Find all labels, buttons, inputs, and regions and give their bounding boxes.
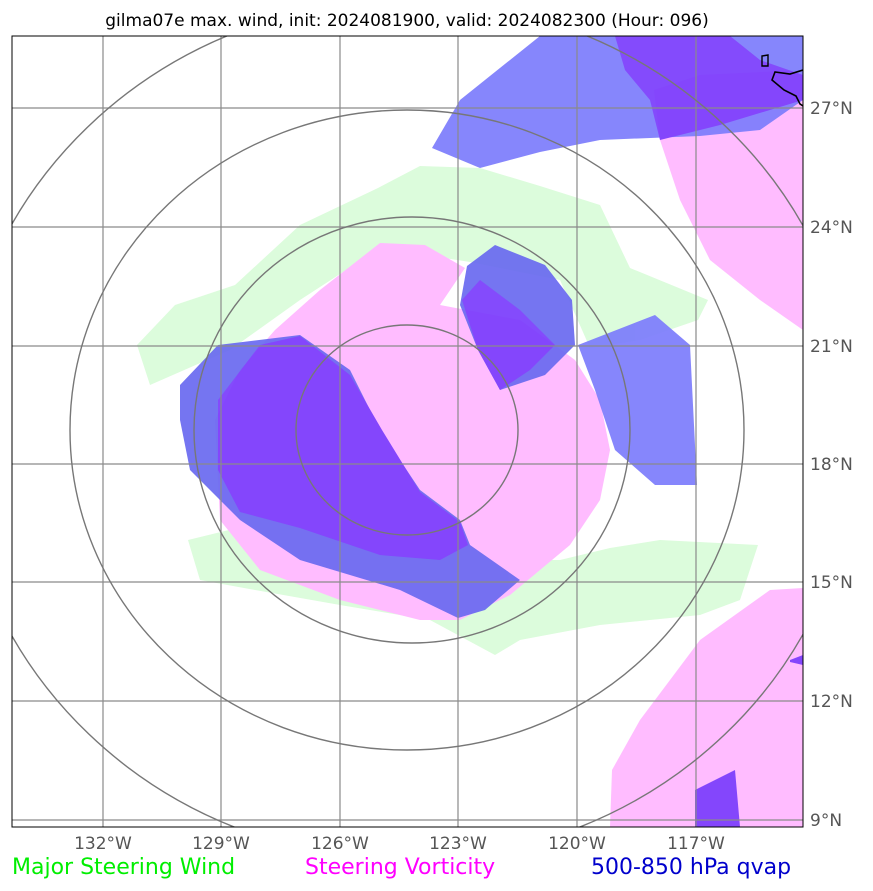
lat-tick-label: 27°N	[810, 99, 853, 119]
lat-tick-label: 18°N	[810, 455, 853, 475]
lon-tick-label: 129°W	[192, 834, 250, 854]
island	[761, 54, 769, 67]
lon-tick-label: 123°W	[429, 834, 487, 854]
qvap-regions	[180, 36, 803, 827]
steering-wind-region	[137, 166, 708, 385]
qvap-region	[790, 655, 803, 665]
range-ring	[193, 216, 631, 644]
lat-tick-label: 15°N	[810, 573, 853, 593]
lon-tick-label: 132°W	[74, 834, 132, 854]
lat-tick-label: 9°N	[810, 811, 842, 831]
range-ring	[69, 109, 745, 751]
qvap-region	[695, 770, 740, 827]
lon-tick-label: 126°W	[311, 834, 369, 854]
legend: Major Steering Wind Steering Vorticity 5…	[12, 855, 791, 880]
lat-tick-label: 12°N	[810, 692, 853, 712]
longitude-labels: 132°W 129°W 126°W 123°W 120°W 117°W	[74, 834, 725, 854]
plot-area	[12, 36, 803, 827]
qvap-region	[218, 336, 468, 560]
coastline	[771, 69, 803, 107]
qvap-region	[578, 315, 697, 485]
map-title: gilma07e max. wind, init: 2024081900, va…	[105, 11, 708, 31]
legend-steering-vorticity: Steering Vorticity	[305, 855, 495, 880]
range-rings	[12, 36, 803, 827]
qvap-region	[462, 280, 555, 390]
latitude-labels: 27°N 24°N 21°N 18°N 15°N 12°N 9°N	[810, 99, 853, 831]
legend-steering-wind: Major Steering Wind	[12, 855, 235, 880]
lat-tick-label: 24°N	[810, 218, 853, 238]
range-ring	[295, 324, 519, 536]
legend-qvap: 500-850 hPa qvap	[591, 855, 791, 880]
steering-vorticity-region	[610, 588, 803, 827]
lat-tick-label: 21°N	[810, 337, 853, 357]
lon-tick-label: 117°W	[667, 834, 725, 854]
plot-frame	[11, 35, 804, 828]
qvap-region	[615, 36, 803, 140]
graticule	[12, 36, 803, 827]
lon-tick-label: 120°W	[548, 834, 606, 854]
